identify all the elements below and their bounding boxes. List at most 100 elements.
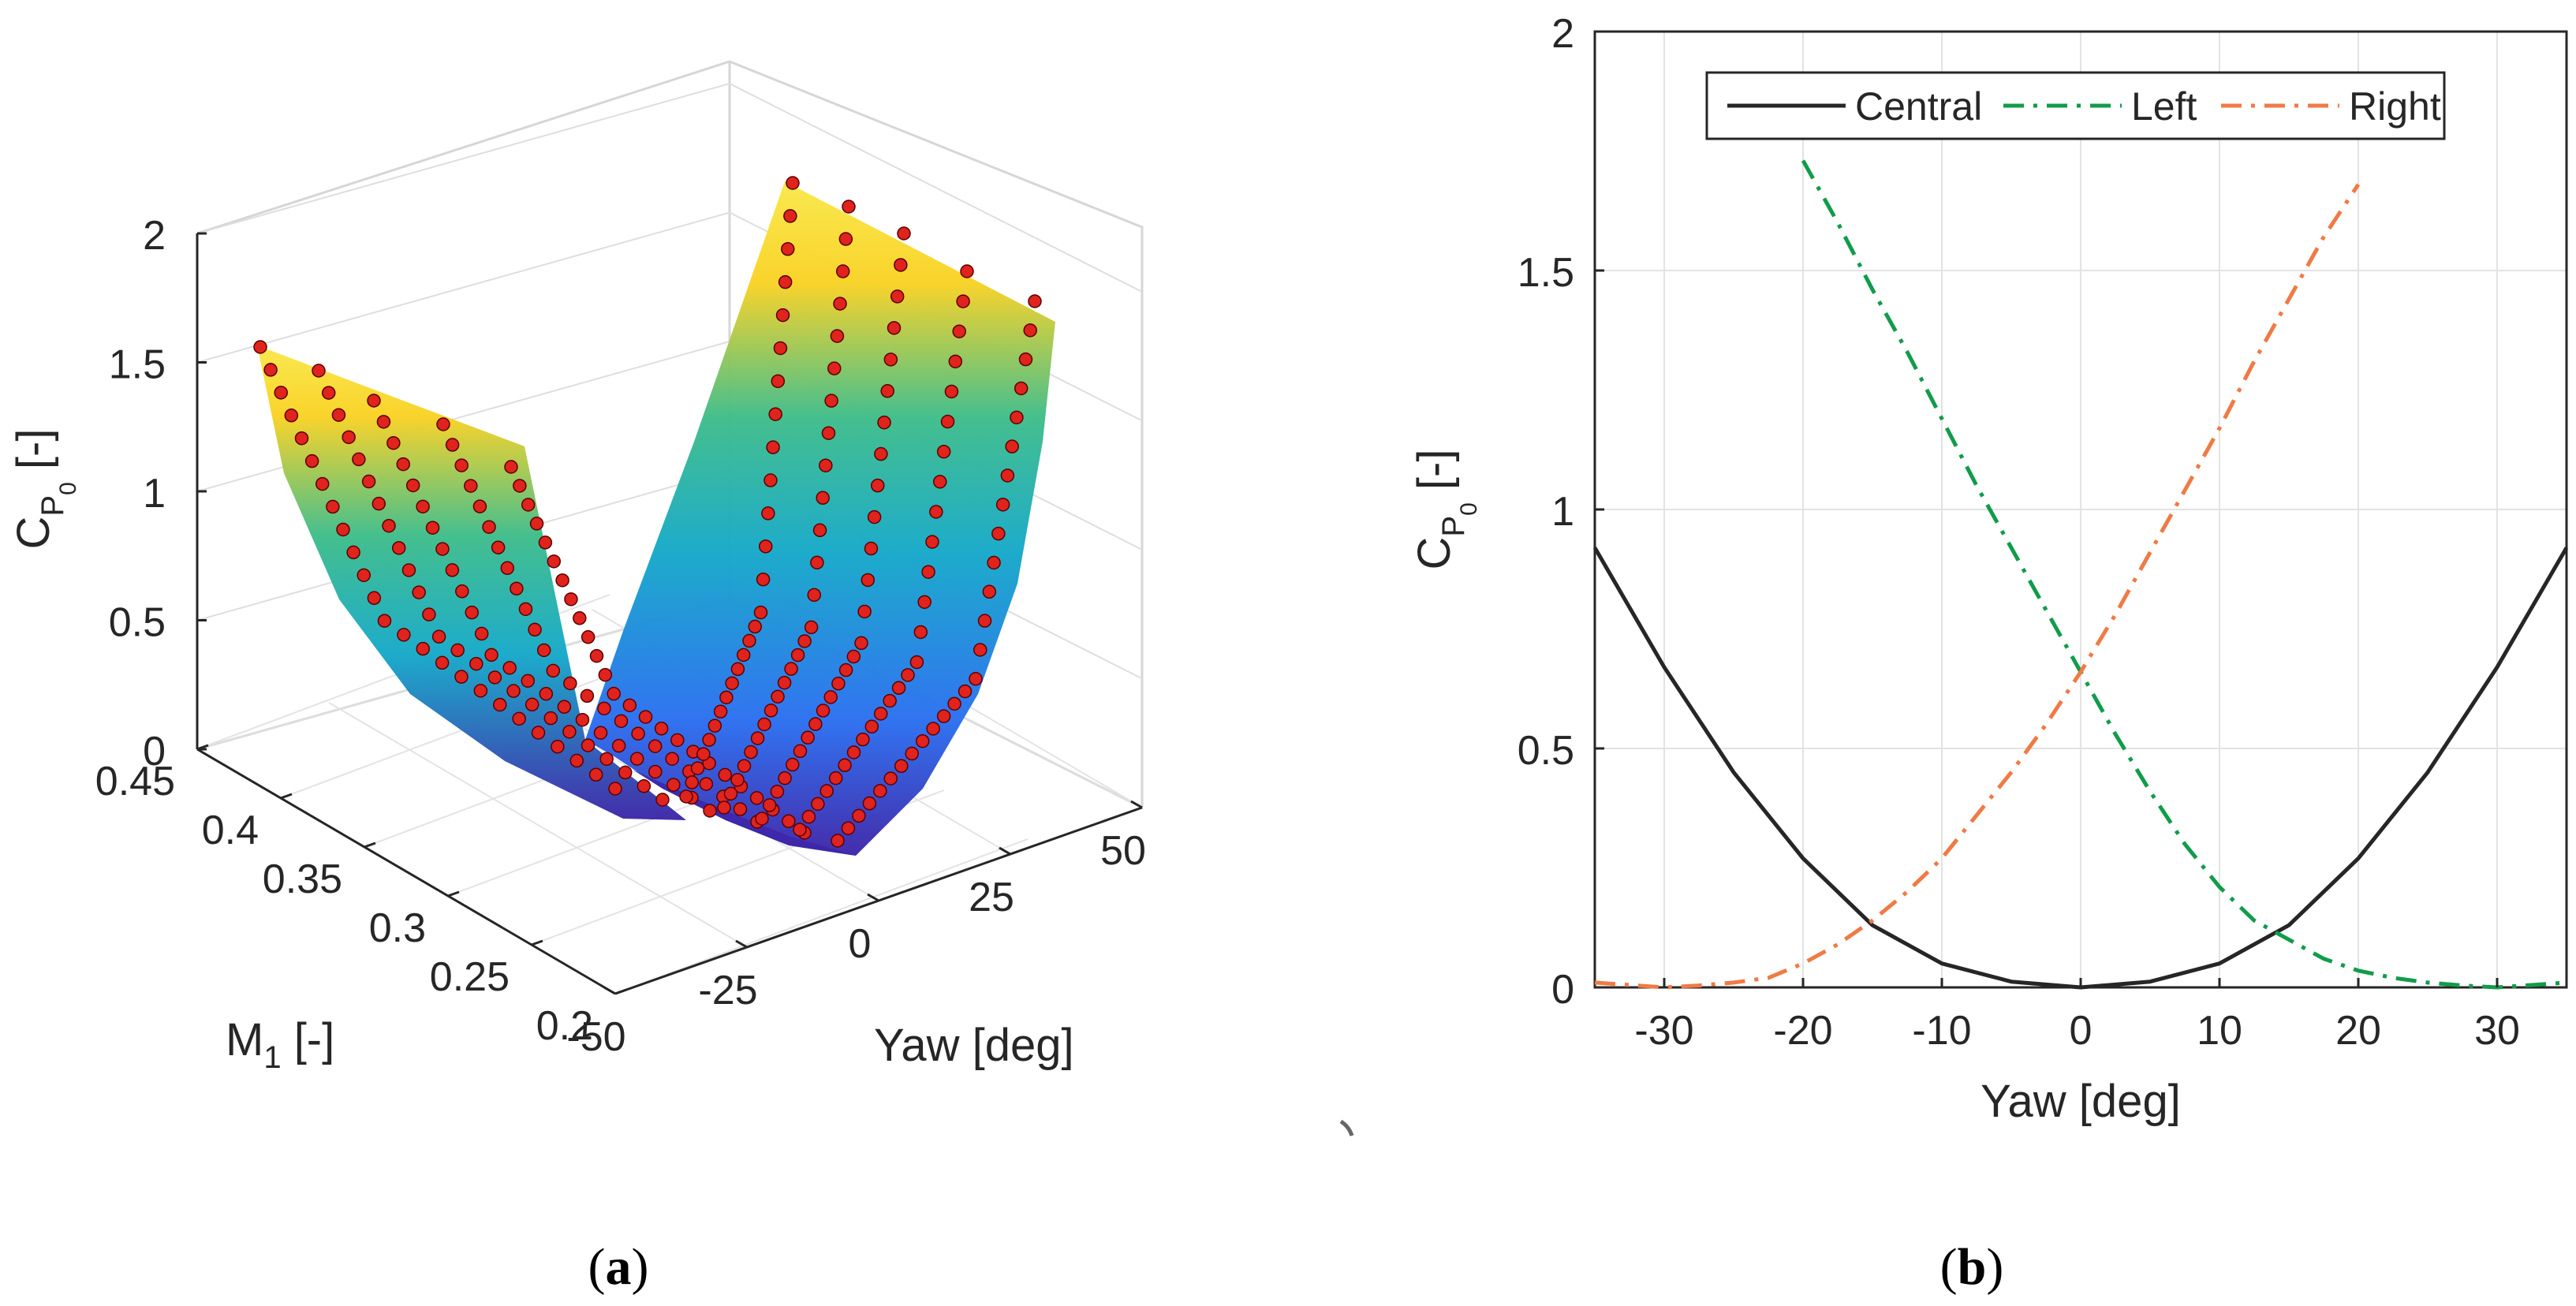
surface-marker: [730, 662, 745, 677]
surface-marker: [995, 498, 1010, 512]
surface-marker: [807, 588, 821, 603]
surface-marker: [758, 539, 773, 554]
data-markers: [253, 176, 1042, 848]
surface-marker: [655, 793, 670, 807]
surface-marker: [753, 605, 768, 620]
surface-marker: [894, 258, 908, 272]
surface-marker: [771, 374, 786, 389]
surface-marker: [756, 572, 771, 587]
x-tick-label-b: 20: [2335, 1008, 2381, 1054]
surface-marker: [654, 722, 669, 736]
caption-a: (a): [588, 1238, 649, 1296]
surface-marker: [539, 687, 554, 701]
surface-marker: [696, 747, 711, 761]
surface-marker: [361, 474, 376, 489]
surface-marker: [816, 703, 831, 718]
yb-label-main: C: [1409, 537, 1460, 570]
surface-marker: [506, 684, 521, 698]
surface-marker: [431, 629, 446, 644]
surface-marker: [755, 812, 769, 826]
surface-marker: [917, 595, 931, 610]
surface-marker: [416, 499, 430, 514]
surface-marker: [445, 563, 460, 577]
caption-a-letter: a: [606, 1238, 632, 1296]
surface-marker: [867, 509, 882, 524]
surface-marker: [304, 453, 319, 468]
surface-marker: [493, 697, 507, 712]
surface-marker: [742, 633, 756, 648]
m1-tick-label: 0.2: [536, 1003, 593, 1049]
surface-marker: [543, 711, 558, 726]
surface-marker: [1010, 410, 1024, 425]
surface-marker: [894, 759, 909, 774]
surface-marker: [838, 232, 853, 246]
surface-marker: [808, 717, 823, 731]
surface-marker: [828, 771, 843, 785]
m1-tick-label: 0.3: [369, 905, 426, 951]
legend-label-left: Left: [2131, 84, 2197, 129]
surface-marker: [929, 505, 943, 519]
yaw-grid-line: [328, 702, 748, 948]
surface-marker: [883, 353, 898, 367]
m1-tick: [531, 939, 543, 946]
yaw-tick-label: 50: [1100, 828, 1146, 874]
surface-marker: [960, 264, 974, 278]
surface-marker: [831, 677, 846, 691]
surface-marker: [905, 746, 919, 761]
surface-marker: [781, 242, 795, 256]
surface-marker: [382, 518, 396, 533]
surface-marker: [557, 700, 572, 715]
surface-marker: [786, 176, 800, 190]
surface-marker: [1023, 323, 1037, 338]
surface-marker: [891, 681, 906, 696]
surface-marker: [873, 784, 887, 798]
m1-label-sub: 1: [263, 1040, 281, 1075]
panel-b-line-plot: -30 -20 -10 0 10 20 30 00.511.52 Yaw [deg] CP0…: [1409, 11, 2569, 1127]
surface-marker: [852, 808, 866, 823]
surface-marker: [618, 765, 633, 780]
surface-marker: [771, 689, 785, 704]
x-tick-label-b: -20: [1773, 1008, 1832, 1054]
m1-tick-label: 0.25: [430, 954, 510, 1000]
surface-marker: [958, 684, 973, 699]
surface-marker: [819, 784, 834, 798]
surface-marker: [801, 730, 815, 745]
surface-marker: [450, 643, 465, 658]
surface-marker: [783, 209, 797, 223]
surface-marker: [969, 672, 983, 686]
surface-marker: [770, 785, 785, 799]
surface-marker: [422, 607, 436, 621]
surface-marker: [352, 452, 366, 467]
surface-marker: [864, 719, 879, 734]
surface-marker: [725, 676, 739, 691]
surface-marker: [831, 834, 845, 848]
z-axis-label: CP0 [-]: [8, 429, 81, 550]
surface-marker: [854, 636, 868, 651]
yaw-tick: [735, 939, 748, 949]
z-tick-label: 1.5: [109, 342, 166, 388]
y-tick-label-b: 2: [1551, 11, 1574, 57]
surface-marker: [562, 725, 577, 739]
surface-marker: [331, 408, 346, 422]
surface-marker: [491, 540, 506, 554]
surface-marker: [777, 675, 792, 690]
z-tick-label: 2: [143, 213, 166, 259]
surface-marker: [502, 661, 517, 675]
z-label-subsub: 0: [55, 482, 81, 495]
surface-marker: [877, 415, 891, 430]
y-tick-label-b: 0: [1551, 967, 1574, 1013]
z-grid-line: [196, 82, 1143, 293]
surface-marker: [614, 714, 629, 729]
m1-label-tail: [-]: [282, 1014, 335, 1065]
surface-marker: [897, 226, 911, 241]
series-line-left: [1801, 159, 2567, 990]
surface-marker: [744, 744, 758, 759]
surface-marker: [342, 430, 356, 445]
surface-marker: [648, 764, 663, 779]
surface-marker: [933, 475, 947, 489]
yaw-axis-3d: -50 -25 0 25 50 Yaw [deg]: [566, 800, 1146, 1071]
surface-marker: [921, 565, 935, 579]
surface-marker: [367, 394, 381, 408]
surface-marker: [948, 354, 963, 369]
surface-marker: [284, 409, 299, 423]
